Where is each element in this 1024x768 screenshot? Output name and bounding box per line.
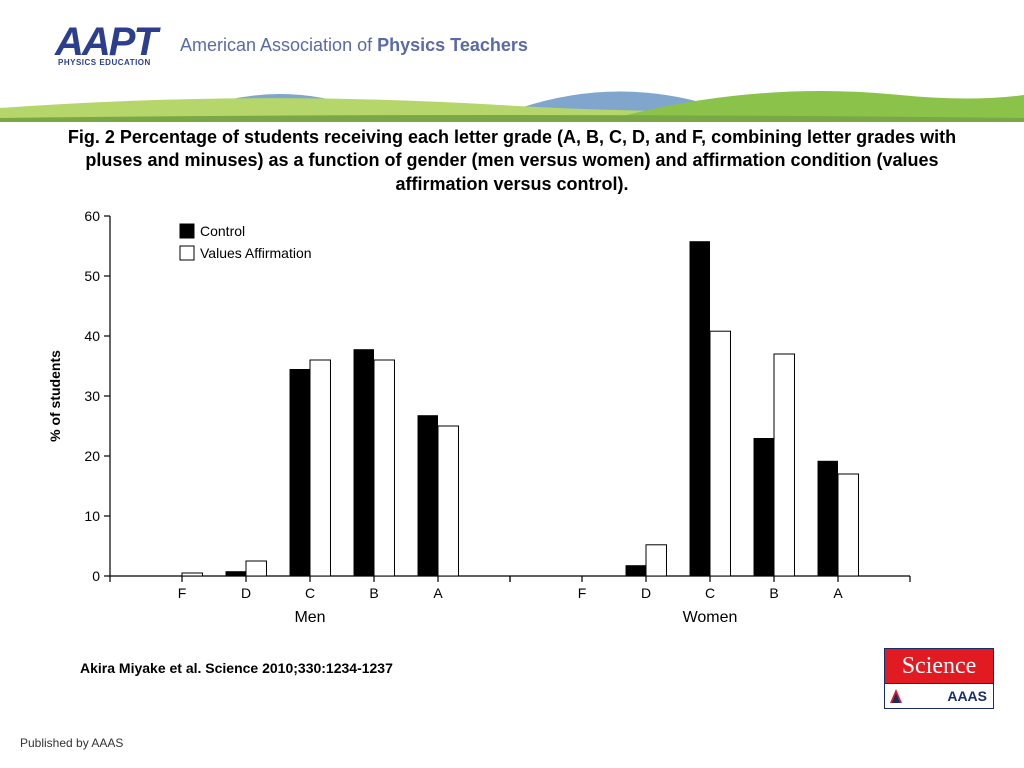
svg-text:50: 50 (84, 268, 100, 284)
svg-text:40: 40 (84, 328, 100, 344)
science-badge-top: Science (884, 648, 994, 684)
figure-caption: Fig. 2 Percentage of students receiving … (0, 122, 1024, 206)
svg-text:C: C (305, 585, 315, 601)
svg-text:F: F (578, 585, 587, 601)
svg-text:A: A (833, 585, 843, 601)
science-badge-bottom: AAAS (884, 684, 994, 709)
published-by: Published by AAAS (20, 736, 123, 750)
aaas-text: AAAS (947, 688, 987, 704)
science-badge: Science AAAS (884, 648, 994, 708)
svg-text:0: 0 (92, 568, 100, 584)
svg-text:F: F (178, 585, 187, 601)
logo-subtext: PHYSICS EDUCATION (58, 58, 151, 67)
org-name: American Association of Physics Teachers (180, 35, 528, 56)
svg-text:60: 60 (84, 208, 100, 224)
aaas-triangle-icon (889, 688, 903, 704)
svg-text:D: D (241, 585, 251, 601)
citation: Akira Miyake et al. Science 2010;330:123… (80, 660, 393, 676)
svg-text:10: 10 (84, 508, 100, 524)
logo-mark: AAPT (55, 22, 156, 62)
svg-text:D: D (641, 585, 651, 601)
org-name-bold: Physics Teachers (377, 35, 528, 55)
svg-text:Men: Men (294, 609, 325, 626)
svg-text:30: 30 (84, 388, 100, 404)
logo-text: AAPT (55, 22, 156, 62)
header-banner: AAPT PHYSICS EDUCATION American Associat… (0, 0, 1024, 122)
svg-text:B: B (369, 585, 378, 601)
org-name-light: American Association of (180, 35, 377, 55)
svg-text:Values Affirmation: Values Affirmation (200, 245, 312, 261)
svg-text:A: A (433, 585, 443, 601)
svg-text:C: C (705, 585, 715, 601)
svg-text:B: B (769, 585, 778, 601)
svg-text:% of students: % of students (47, 350, 63, 442)
svg-text:20: 20 (84, 448, 100, 464)
svg-text:Control: Control (200, 223, 245, 239)
bar-chart: 0 10 20 30 40 50 60 % of students Control Values … (30, 206, 930, 636)
chart-svg: 0 10 20 30 40 50 60 % of students Control Values … (30, 206, 930, 636)
svg-text:Women: Women (683, 609, 738, 626)
